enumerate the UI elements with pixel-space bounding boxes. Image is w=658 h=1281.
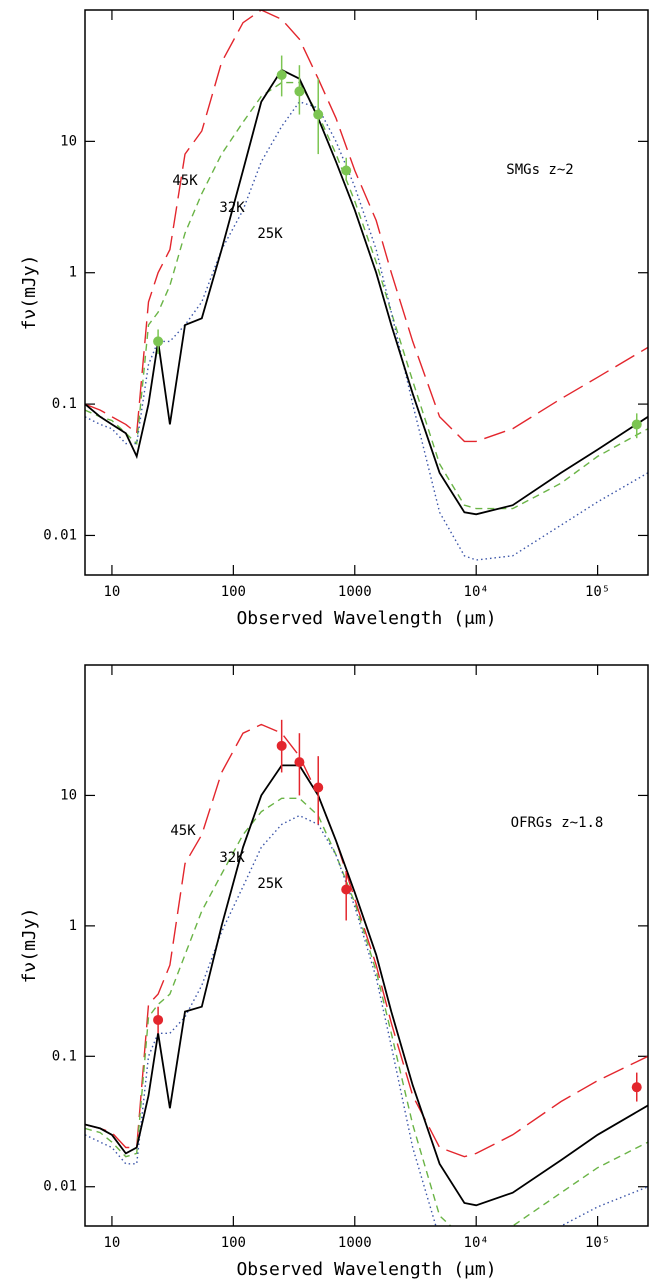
data-point	[631, 1082, 642, 1093]
y-tick-label: 1	[69, 918, 77, 934]
data-point	[276, 740, 287, 751]
y-tick-label: 0.1	[52, 1048, 77, 1064]
x-tick-label: 10	[104, 584, 121, 600]
sed-curve	[85, 814, 648, 1226]
series-label: 32K	[219, 200, 245, 216]
data-point	[341, 884, 352, 895]
sed-curve	[85, 764, 648, 1207]
y-axis-title: fν(mJy)	[19, 908, 40, 984]
series-label: 25K	[257, 876, 283, 892]
plot-area	[85, 10, 648, 561]
x-tick-label: 10⁴	[464, 584, 489, 600]
x-tick-label: 1000	[338, 584, 372, 600]
x-tick-label: 10	[104, 1235, 121, 1251]
plot-frame	[84, 664, 649, 1227]
sed-curve	[85, 100, 648, 561]
x-tick-label: 10⁵	[585, 1235, 610, 1251]
sed-curve	[85, 68, 648, 516]
x-tick-label: 100	[221, 1235, 246, 1251]
y-tick-label: 1	[69, 265, 77, 281]
x-tick-label: 10⁵	[585, 584, 610, 600]
x-tick-label: 1000	[338, 1235, 372, 1251]
sed-curve	[85, 81, 648, 510]
sed-curve	[85, 10, 648, 443]
data-point	[153, 1014, 164, 1025]
series-label: 32K	[219, 850, 245, 866]
sed-curve	[85, 723, 648, 1158]
y-tick-label: 10	[60, 133, 77, 149]
x-tick-label: 10⁴	[464, 1235, 489, 1251]
series-label: 25K	[257, 226, 283, 242]
sed-curve	[85, 797, 648, 1226]
y-tick-label: 0.01	[43, 1179, 77, 1195]
plot-area	[85, 719, 648, 1226]
data-point	[313, 109, 324, 120]
panel-annotation: OFRGs z~1.8	[511, 815, 604, 831]
x-axis-title: Observed Wavelength (μm)	[236, 1259, 496, 1280]
data-point	[313, 782, 324, 793]
series-label: 45K	[170, 823, 196, 839]
x-tick-label: 100	[221, 584, 246, 600]
data-point	[294, 757, 305, 768]
y-tick-label: 0.1	[52, 396, 77, 412]
data-point	[631, 419, 642, 430]
panel: 10 100 1000 10⁴ 10⁵ 0.01 0.1 1 10 Observed Wavele…	[19, 664, 649, 1280]
y-axis-title: fν(mJy)	[19, 255, 40, 331]
y-tick-label: 0.01	[43, 527, 77, 543]
plot-frame	[84, 9, 649, 576]
x-axis-title: Observed Wavelength (μm)	[236, 608, 496, 629]
series-label: 45K	[172, 173, 198, 189]
data-point	[153, 336, 164, 347]
data-point	[276, 70, 287, 81]
panel: 10 100 1000 10⁴ 10⁵ 0.01 0.1 1 10 Observed Wavele…	[19, 9, 649, 629]
data-point	[341, 165, 352, 176]
panel-annotation: SMGs z~2	[506, 162, 573, 178]
y-tick-label: 10	[60, 787, 77, 803]
data-point	[294, 86, 305, 97]
